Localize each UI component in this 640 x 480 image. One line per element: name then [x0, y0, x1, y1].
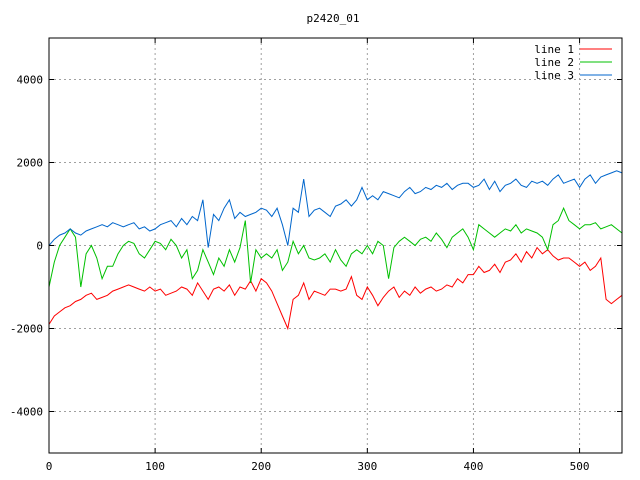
y-tick-label: -2000 — [10, 323, 43, 336]
legend-label-1: line 1 — [534, 43, 574, 56]
grid-lines — [49, 38, 622, 453]
y-tick-label: 2000 — [17, 157, 44, 170]
series-line-3 — [48, 170, 623, 248]
x-tick-label: 100 — [145, 460, 165, 473]
legend-label-3: line 3 — [534, 69, 574, 82]
series-line-1 — [48, 246, 623, 331]
x-tick-label: 0 — [46, 460, 53, 473]
axis-ticks: 0 100 200 300 400 500 -4000 -2000 0 2000 4000 — [10, 38, 622, 473]
y-tick-label: 4000 — [17, 74, 44, 87]
chart-title: p2420_01 — [307, 12, 360, 25]
series-lines — [48, 170, 623, 331]
x-tick-label: 500 — [570, 460, 590, 473]
series-line-2 — [48, 206, 623, 288]
x-tick-label: 300 — [357, 460, 377, 473]
x-tick-label: 200 — [251, 460, 271, 473]
y-tick-label: -4000 — [10, 406, 43, 419]
y-tick-label: 0 — [36, 240, 43, 253]
legend-label-2: line 2 — [534, 56, 574, 69]
x-tick-label: 400 — [464, 460, 484, 473]
